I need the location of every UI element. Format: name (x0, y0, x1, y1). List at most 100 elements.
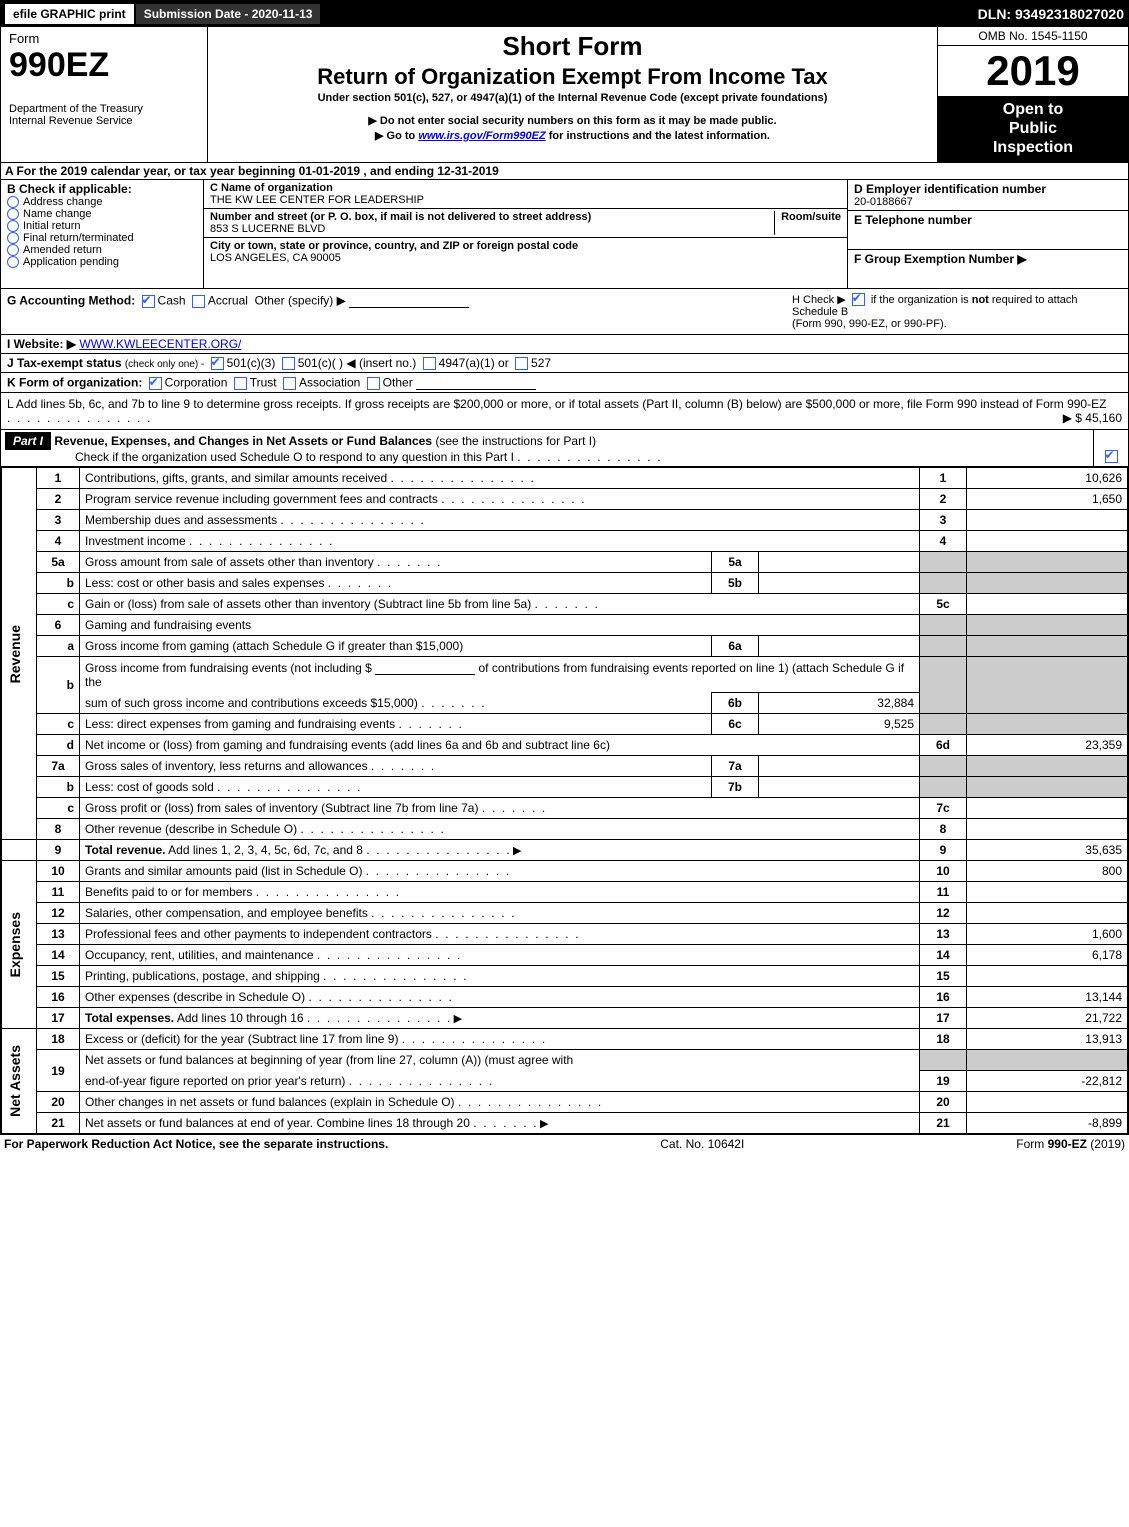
l2-num: 2 (37, 489, 80, 510)
checkbox-initial-return[interactable]: Initial return (7, 220, 197, 232)
open-to-label: Open to (942, 100, 1124, 119)
l6a-subval (759, 636, 920, 657)
l15-desc: Printing, publications, postage, and shi… (85, 969, 467, 983)
checkbox-other-org[interactable] (367, 377, 380, 390)
checkbox-name-change[interactable]: Name change (7, 208, 197, 220)
line-7c-row: c Gross profit or (loss) from sales of i… (2, 798, 1128, 819)
checkbox-association[interactable] (283, 377, 296, 390)
checkbox-accrual[interactable] (192, 295, 205, 308)
footer-center: Cat. No. 10642I (660, 1137, 744, 1151)
checkbox-schedule-o[interactable] (1105, 450, 1118, 463)
l8-desc: Other revenue (describe in Schedule O) (85, 822, 444, 836)
checkbox-final-return[interactable]: Final return/terminated (7, 232, 197, 244)
l6d-amount: 23,359 (967, 735, 1128, 756)
l11-num: 11 (37, 882, 80, 903)
checkbox-amended-return[interactable]: Amended return (7, 244, 197, 256)
net-assets-section-label: Net Assets (2, 1029, 37, 1134)
l10-num: 10 (37, 861, 80, 882)
l17-rnum: 17 (920, 1008, 967, 1029)
line-8-row: 8 Other revenue (describe in Schedule O)… (2, 819, 1128, 840)
line-6b-row: b Gross income from fundraising events (… (2, 657, 1128, 693)
l19-amount: -22,812 (967, 1070, 1128, 1091)
checkbox-4947[interactable] (423, 357, 436, 370)
main-table: Revenue 1 Contributions, gifts, grants, … (1, 467, 1128, 1134)
short-form-title: Short Form (212, 31, 933, 62)
checkbox-527[interactable] (515, 357, 528, 370)
line-a: A For the 2019 calendar year, or tax yea… (1, 163, 1128, 180)
l17-amount: 21,722 (967, 1008, 1128, 1029)
l16-desc: Other expenses (describe in Schedule O) (85, 990, 452, 1004)
l12-desc: Salaries, other compensation, and employ… (85, 906, 515, 920)
l13-desc: Professional fees and other payments to … (85, 927, 579, 941)
e-label: E Telephone number (854, 213, 972, 227)
other-specify-input[interactable] (349, 293, 469, 308)
l5b-shaded2 (967, 573, 1128, 594)
l3-rnum: 3 (920, 510, 967, 531)
dln-label: DLN: 93492318027020 (978, 6, 1124, 22)
l3-num: 3 (37, 510, 80, 531)
line-16-row: 16 Other expenses (describe in Schedule … (2, 987, 1128, 1008)
l4-desc: Investment income (85, 534, 332, 548)
l7a-shaded2 (967, 756, 1128, 777)
line-j: J Tax-exempt status (check only one) - 5… (1, 354, 1128, 373)
l18-desc: Excess or (deficit) for the year (Subtra… (85, 1032, 545, 1046)
checkbox-501c3[interactable] (211, 357, 224, 370)
part1-title: Revenue, Expenses, and Changes in Net As… (54, 434, 432, 448)
part1-label: Part I (5, 432, 51, 450)
ein-row: D Employer identification number 20-0188… (848, 180, 1128, 211)
j-501c: 501(c)( ) (298, 356, 343, 370)
l4-num: 4 (37, 531, 80, 552)
l13-num: 13 (37, 924, 80, 945)
line-g: G Accounting Method: Cash Accrual Other … (7, 293, 782, 308)
l7b-desc: Less: cost of goods sold (85, 780, 360, 794)
other-org-input[interactable] (416, 375, 536, 390)
l12-num: 12 (37, 903, 80, 924)
j-hint: (check only one) - (125, 359, 204, 370)
inspection-label: Inspection (942, 138, 1124, 157)
l6-desc: Gaming and fundraising events (80, 615, 920, 636)
l21-num: 21 (37, 1112, 80, 1133)
l8-num: 8 (37, 819, 80, 840)
website-link[interactable]: WWW.KWLEECENTER.ORG/ (79, 337, 241, 351)
efile-print-button[interactable]: efile GRAPHIC print (5, 4, 134, 24)
org-name: THE KW LEE CENTER FOR LEADERSHIP (210, 194, 841, 206)
checkbox-501c[interactable] (282, 357, 295, 370)
l5b-sub: 5b (712, 573, 759, 594)
l1-desc: Contributions, gifts, grants, and simila… (85, 471, 534, 485)
checkbox-corporation[interactable] (149, 377, 162, 390)
checkbox-application-pending[interactable]: Application pending (7, 256, 197, 268)
l18-rnum: 18 (920, 1029, 967, 1050)
l4-rnum: 4 (920, 531, 967, 552)
l20-rnum: 20 (920, 1091, 967, 1112)
city-row: City or town, state or province, country… (204, 238, 847, 266)
l6b-contrib-input[interactable] (375, 660, 475, 675)
l19-shaded2 (967, 1050, 1128, 1071)
h-text3: (Form 990, 990-EZ, or 990-PF). (792, 318, 947, 330)
l5b-shaded (920, 573, 967, 594)
line-4-row: 4 Investment income 4 (2, 531, 1128, 552)
irs-link[interactable]: www.irs.gov/Form990EZ (418, 130, 545, 142)
l10-desc: Grants and similar amounts paid (list in… (85, 864, 509, 878)
other-label: Other (specify) ▶ (255, 293, 346, 307)
part1-header-row: Part I Revenue, Expenses, and Changes in… (1, 430, 1128, 467)
l18-amount: 13,913 (967, 1029, 1128, 1050)
line-5b-row: b Less: cost or other basis and sales ex… (2, 573, 1128, 594)
form-header: Form 990EZ Department of the Treasury In… (1, 27, 1128, 163)
l6b-desc3: sum of such gross income and contributio… (85, 696, 485, 710)
checkbox-address-change[interactable]: Address change (7, 196, 197, 208)
form-code: 990EZ (9, 46, 199, 85)
j-527: 527 (531, 356, 551, 370)
line-6a-row: a Gross income from gaming (attach Sched… (2, 636, 1128, 657)
checkbox-trust[interactable] (234, 377, 247, 390)
checkbox-cash[interactable] (142, 295, 155, 308)
i-label: I Website: ▶ (7, 337, 76, 351)
l5a-num: 5a (37, 552, 80, 573)
checkbox-h[interactable] (852, 293, 865, 306)
l5b-desc: Less: cost or other basis and sales expe… (85, 576, 391, 590)
line-6d-row: d Net income or (loss) from gaming and f… (2, 735, 1128, 756)
d-label: D Employer identification number (854, 182, 1122, 196)
l12-rnum: 12 (920, 903, 967, 924)
g-label: G Accounting Method: (7, 293, 135, 307)
l9-desc: Total revenue. (85, 843, 165, 857)
line-3-row: 3 Membership dues and assessments 3 (2, 510, 1128, 531)
